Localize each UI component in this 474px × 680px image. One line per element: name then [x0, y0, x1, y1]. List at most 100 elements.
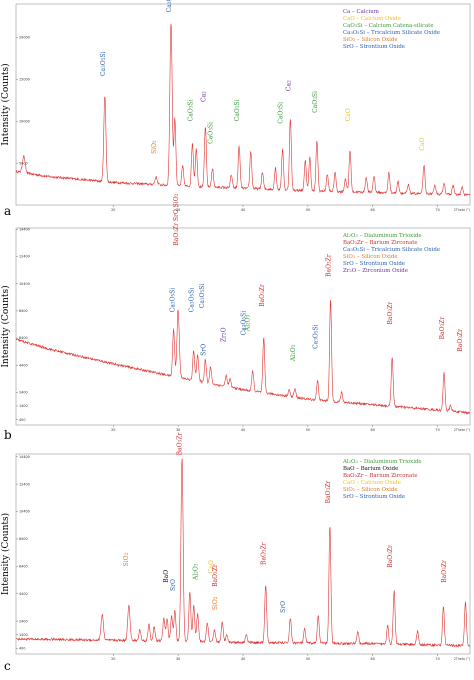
- legend-entry: SrO – Strontium Oxide: [343, 494, 405, 500]
- legend-entry: BaO3Zr – Barium Zirconate: [343, 473, 418, 479]
- peak-label: Ca2: [285, 80, 292, 91]
- y-axis-title: Intensity (Counts): [0, 285, 11, 367]
- y-tick-label: 15000: [19, 78, 30, 82]
- legend-entry: SrO – Strontium Oxide: [343, 261, 405, 267]
- y-tick-label: 400: [19, 418, 25, 422]
- y-tick-label: 4400: [19, 363, 28, 367]
- y-tick-label: 400: [19, 647, 25, 651]
- x-tick-label: 70: [435, 428, 439, 432]
- peak-label: SrO: [200, 344, 207, 356]
- peak-label: SiO2: [151, 140, 158, 154]
- panel-letter: b: [4, 428, 12, 442]
- legend-entry: CaO – Calcium Oxide: [343, 480, 401, 486]
- peak-label: CaO3Si: [234, 99, 241, 121]
- x-tick-label: 30: [176, 428, 180, 432]
- peak-label: BaO3Zr: [259, 284, 266, 307]
- peak-label: BaO3Zr: [212, 564, 219, 587]
- x-tick-label: 50: [306, 657, 310, 661]
- y-tick-label: 2400: [19, 619, 28, 623]
- y-tick-label: 10000: [19, 119, 30, 123]
- peak-label: BaO3Zr: [261, 542, 268, 565]
- y-tick-label: 6400: [19, 336, 28, 340]
- diffraction-trace: [15, 23, 471, 197]
- peak-label: SrO: [280, 601, 287, 613]
- x-tick-label: 40: [241, 428, 245, 432]
- x-tick-label: 70: [435, 208, 439, 212]
- x-tick-label: 60: [371, 428, 375, 432]
- plot-frame: [15, 227, 471, 426]
- x-tick-label: 20: [111, 657, 115, 661]
- peak-label: CaO3Si: [278, 102, 285, 124]
- y-tick-label: 10400: [19, 282, 30, 286]
- plot-frame: [15, 3, 471, 206]
- legend-entry: SiO2 – Silicon Oxide: [343, 254, 398, 260]
- diffraction-trace: [15, 458, 470, 648]
- x-tick-label: 20: [111, 208, 115, 212]
- peak-label: SiO2: [123, 552, 130, 566]
- xrd-chart-c: 20 30 40 50 60 70 400 1400 2400 4400 6400 8400 10400…: [0, 433, 471, 673]
- peak-label: BaO: [163, 570, 170, 583]
- legend-entry: CaO – Calcium Oxide: [343, 16, 401, 22]
- legend-entry: Zr2O – Zirconium Oxide: [343, 268, 408, 274]
- x-axis-note: 2Theta (°): [454, 657, 470, 661]
- y-tick-label: 10400: [19, 510, 30, 514]
- y-tick-label: 1400: [19, 633, 28, 637]
- x-tick-label: 60: [371, 657, 375, 661]
- x-tick-label: 30: [176, 208, 180, 212]
- peak-label: BaO3Zr: [387, 302, 394, 325]
- peak-label: Ca3O5Si: [169, 288, 176, 313]
- legend-entry: Al2O3 – Dialuminum Trioxide: [342, 233, 422, 239]
- legend-entry: Ca – Calcium: [343, 9, 379, 15]
- y-tick-label: 12400: [19, 482, 30, 486]
- y-tick-label: 20000: [19, 36, 30, 40]
- y-tick-label: 14400: [19, 228, 30, 232]
- x-tick-label: 40: [241, 657, 245, 661]
- peak-label: BaO3Zr SrO SiO2: [173, 193, 180, 245]
- peak-label: CaO: [345, 108, 352, 121]
- legend-entry: BaO – Barium Oxide: [343, 466, 398, 472]
- peak-label: SrO: [170, 579, 177, 591]
- peak-label: SiO2: [212, 596, 219, 610]
- peak-label: Ca3O5Si: [189, 288, 196, 313]
- peak-label: Ca3O5Si: [199, 284, 206, 309]
- y-tick-label: 2400: [19, 391, 28, 395]
- panel-letter: c: [4, 659, 11, 673]
- plot-frame: [15, 453, 471, 655]
- x-tick-label: 60: [371, 208, 375, 212]
- y-tick-label: 14400: [19, 455, 30, 459]
- peak-label: Ca3O5Si: [166, 0, 173, 12]
- y-tick-label: 6400: [19, 565, 28, 569]
- y-axis-title: Intensity (Counts): [0, 63, 11, 145]
- peak-label: Al2O3: [290, 344, 297, 362]
- peak-label: Zr2O: [220, 327, 227, 342]
- y-tick-label: 1400: [19, 404, 28, 408]
- peak-label: BaO3Zr: [326, 254, 333, 277]
- legend-entry: BaO3Zr – Barium Zirconate: [343, 240, 418, 246]
- y-tick-label: 12400: [19, 255, 30, 259]
- peak-label: Al2O3: [244, 314, 251, 332]
- xrd-chart-a: 20 30 40 50 60 70 5000 10000 15000 20000 2Theta (°…: [0, 0, 471, 218]
- peak-label: Ca3O5Si: [313, 324, 320, 349]
- peak-label: CaO3Si: [312, 91, 319, 113]
- peak-label: CaO: [208, 560, 215, 573]
- diffraction-trace: [15, 299, 470, 415]
- x-tick-label: 50: [306, 428, 310, 432]
- legend-entry: Ca3O5Si – Tricalcium Silicate Oxide: [343, 30, 440, 36]
- x-tick-label: 30: [176, 657, 180, 661]
- peak-label: BaO3Zr: [176, 433, 183, 456]
- peak-label: BaO3Zr: [441, 560, 448, 583]
- y-axis-title: Intensity (Counts): [0, 513, 11, 595]
- peak-label: Ca2: [200, 91, 207, 102]
- peak-label: Ca3O5Si: [241, 311, 248, 336]
- x-tick-label: 20: [111, 428, 115, 432]
- peak-label: BaO3Zr: [325, 481, 332, 504]
- legend-entry: CaO3Si – Calcium Catena-silicate: [343, 23, 434, 29]
- peak-label: CaO: [419, 137, 426, 150]
- y-tick-label: 8400: [19, 537, 28, 541]
- peak-label: BaO3Zr: [439, 317, 446, 340]
- peak-label: CaO3Si: [208, 122, 215, 144]
- panel-c: 20 30 40 50 60 70 400 1400 2400 4400 6400 8400 10400…: [0, 433, 474, 680]
- panel-b: 20 30 40 50 60 70 400 1400 2400 4400 6400 8400 10400…: [0, 193, 474, 451]
- y-tick-label: 8400: [19, 309, 28, 313]
- x-axis-note: 2Theta (°): [454, 428, 470, 432]
